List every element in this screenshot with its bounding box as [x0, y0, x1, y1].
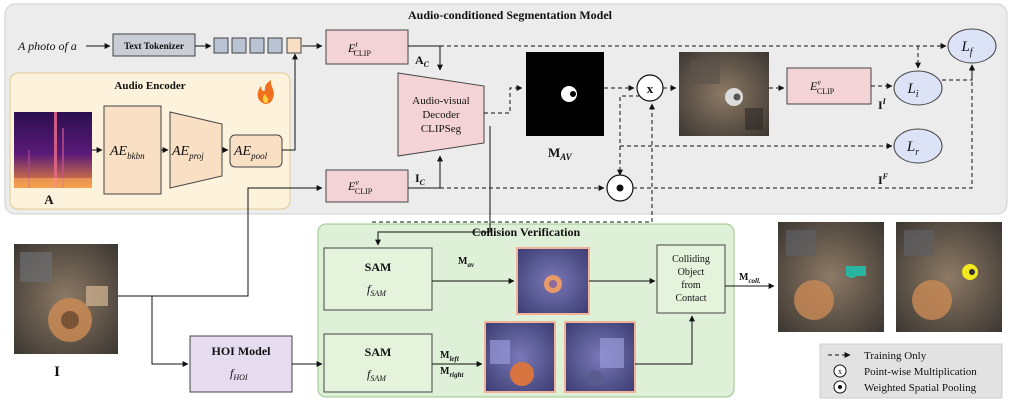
pooling-dot: [616, 184, 624, 192]
legend-item-training-only: Training Only: [828, 350, 927, 362]
multiply-symbol: x: [647, 81, 654, 96]
sam-av-mask-image: [516, 247, 590, 315]
a-c-label: AC: [415, 53, 430, 69]
text-tokenizer-box: [112, 33, 196, 57]
sam-box-bottom: [323, 333, 433, 393]
i-i-label: II: [878, 97, 887, 112]
loss-r: [893, 128, 943, 164]
colliding-object-box: [656, 244, 726, 314]
loss-i-label: Li: [906, 81, 918, 100]
input-text: A photo of a: [17, 39, 77, 53]
loss-i: [893, 70, 943, 106]
clip-text-encoder: [325, 29, 409, 65]
legend-label-pooling: Weighted Spatial Pooling: [864, 382, 977, 394]
loss-r-label: Lr: [906, 139, 919, 158]
hand-mask-right-image: [564, 321, 636, 393]
clip-text-encoder-label: Et CLIP: [347, 40, 371, 58]
token: [231, 37, 247, 54]
audio-token: [286, 37, 302, 54]
audio-visual-decoder: [397, 72, 485, 157]
m-left-label: Mleft: [440, 350, 460, 363]
hand-mask-left-image: [484, 321, 556, 393]
ae-projection-label: AEproj: [171, 144, 204, 161]
clip-visual-encoder-2-label: Ev CLIP: [809, 78, 835, 96]
audio-encoder-title: Audio Encoder: [114, 80, 185, 92]
m-av-label: MAV: [548, 145, 573, 162]
masked-scene-image: [679, 52, 769, 136]
spectrogram-image: [14, 112, 92, 188]
fire-icon: [257, 80, 274, 104]
hoi-title: HOI Model: [212, 344, 272, 358]
colliding-line3: from: [681, 280, 701, 291]
text-tokenizer-label: Text Tokenizer: [124, 42, 185, 52]
sam-top-label: SAM: [365, 260, 392, 274]
ae-projection: [169, 111, 223, 189]
ae-backbone: [103, 105, 162, 195]
legend-item-pooling: Weighted Spatial Pooling: [833, 380, 977, 394]
loss-f-label: Lf: [960, 39, 973, 58]
token: [249, 37, 265, 54]
i-c-label: IC: [415, 171, 426, 187]
m-right-label: Mright: [440, 366, 465, 379]
sam-bottom-fn: fSAM: [367, 367, 387, 383]
clip-visual-encoder-2: [786, 67, 872, 105]
input-image-label: I: [54, 364, 60, 380]
sam-box-top: [323, 247, 433, 311]
clip-visual-encoder-label: Ev CLIP: [347, 178, 373, 196]
sam-bottom-label: SAM: [365, 345, 392, 359]
clip-visual-encoder: [325, 169, 409, 203]
output-image-1: [778, 222, 884, 332]
hoi-fn: fHOI: [230, 366, 248, 382]
decoder-line1: Audio-visual: [412, 95, 469, 107]
mask-m-av-image: [526, 52, 604, 136]
legend-symbol-multiplication: x: [838, 367, 842, 376]
ae-pool: [229, 134, 283, 168]
legend-label-training-only: Training Only: [864, 350, 927, 362]
decoder-line2: Decoder: [422, 109, 460, 121]
audio-input-label: A: [44, 192, 54, 207]
m-av-small-label: Mav: [458, 256, 475, 269]
panel-title: Audio-conditioned Segmentation Model: [408, 8, 613, 22]
input-image: [14, 244, 118, 354]
i-f-label: IF: [878, 172, 889, 187]
colliding-line4: Contact: [675, 293, 706, 304]
token: [213, 37, 229, 54]
legend-label-multiplication: Point-wise Multiplication: [864, 366, 977, 378]
colliding-line2: Object: [678, 267, 705, 278]
collision-title: Collision Verification: [472, 225, 581, 239]
decoder-line3: CLIPSeg: [421, 123, 462, 135]
token-sequence: [213, 37, 302, 54]
legend-item-multiplication: x Point-wise Multiplication: [833, 364, 977, 378]
m-coll-label: Mcoll.: [739, 272, 761, 285]
ae-backbone-label: AEbkbn: [109, 144, 145, 161]
sam-top-fn: fSAM: [367, 282, 387, 298]
colliding-line1: Colliding: [672, 254, 710, 265]
hoi-model-box: [189, 335, 293, 393]
loss-f: [947, 28, 997, 64]
output-image-2: [896, 222, 1002, 332]
token: [267, 37, 283, 54]
ae-pool-label: AEpool: [233, 144, 268, 161]
